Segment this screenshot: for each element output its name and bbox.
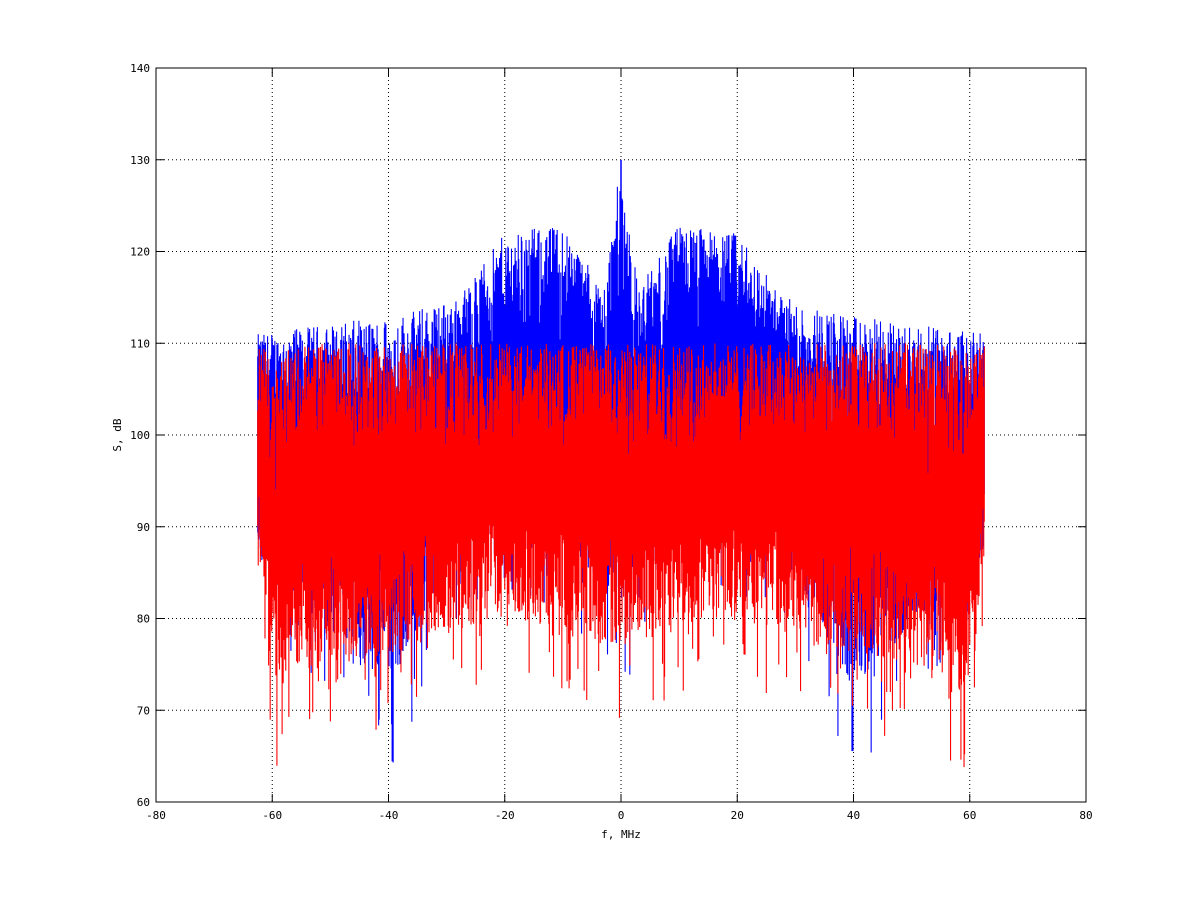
x-tick-label: -40 [379, 809, 399, 822]
y-tick-label: 110 [130, 337, 150, 350]
y-tick-label: 60 [137, 796, 150, 809]
y-tick-label: 90 [137, 521, 150, 534]
y-tick-label: 70 [137, 704, 150, 717]
x-tick-label: 40 [847, 809, 860, 822]
x-tick-label: 20 [731, 809, 744, 822]
x-axis-label: f, MHz [601, 828, 641, 841]
y-tick-label: 80 [137, 613, 150, 626]
series-layer [257, 159, 985, 768]
y-tick-label: 120 [130, 246, 150, 259]
x-tick-label: 0 [618, 809, 625, 822]
y-tick-label: 140 [130, 62, 150, 75]
x-tick-labels: -80 -60 -40 -20 0 20 40 60 80 [146, 809, 1093, 822]
x-tick-label: -80 [146, 809, 166, 822]
x-tick-label: 60 [963, 809, 976, 822]
x-tick-label: 80 [1079, 809, 1092, 822]
series-red [257, 343, 985, 768]
y-tick-label: 130 [130, 154, 150, 167]
x-tick-label: -20 [495, 809, 515, 822]
y-axis-label: S, dB [111, 418, 124, 451]
y-tick-label: 100 [130, 429, 150, 442]
spectrum-trace [257, 343, 985, 768]
y-tick-labels: 60 70 80 90 100 110 120 130 140 [130, 62, 150, 809]
axis-ticks [155, 67, 1087, 803]
x-tick-label: -60 [262, 809, 282, 822]
